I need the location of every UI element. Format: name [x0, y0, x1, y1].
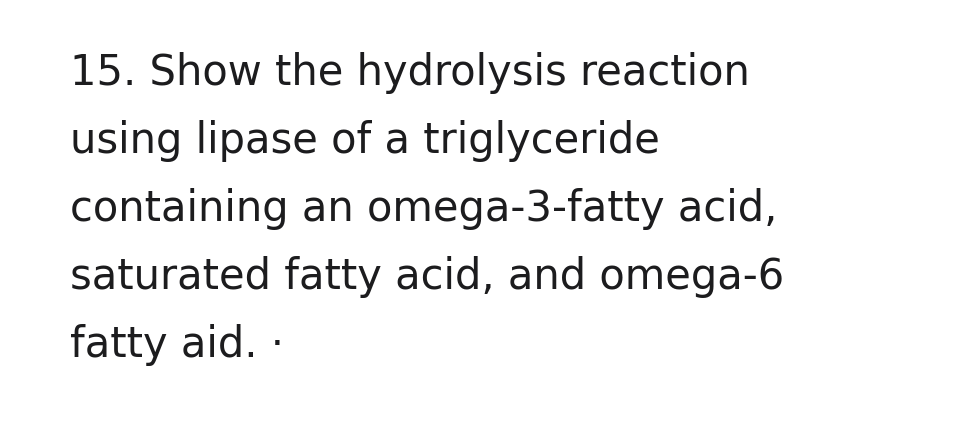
Text: fatty aid. ·: fatty aid. · — [70, 324, 284, 366]
Text: 15. Show the hydrolysis reaction: 15. Show the hydrolysis reaction — [70, 52, 750, 94]
Text: containing an omega-3-fatty acid,: containing an omega-3-fatty acid, — [70, 188, 777, 230]
Text: using lipase of a triglyceride: using lipase of a triglyceride — [70, 120, 659, 162]
Text: saturated fatty acid, and omega-6: saturated fatty acid, and omega-6 — [70, 256, 784, 298]
